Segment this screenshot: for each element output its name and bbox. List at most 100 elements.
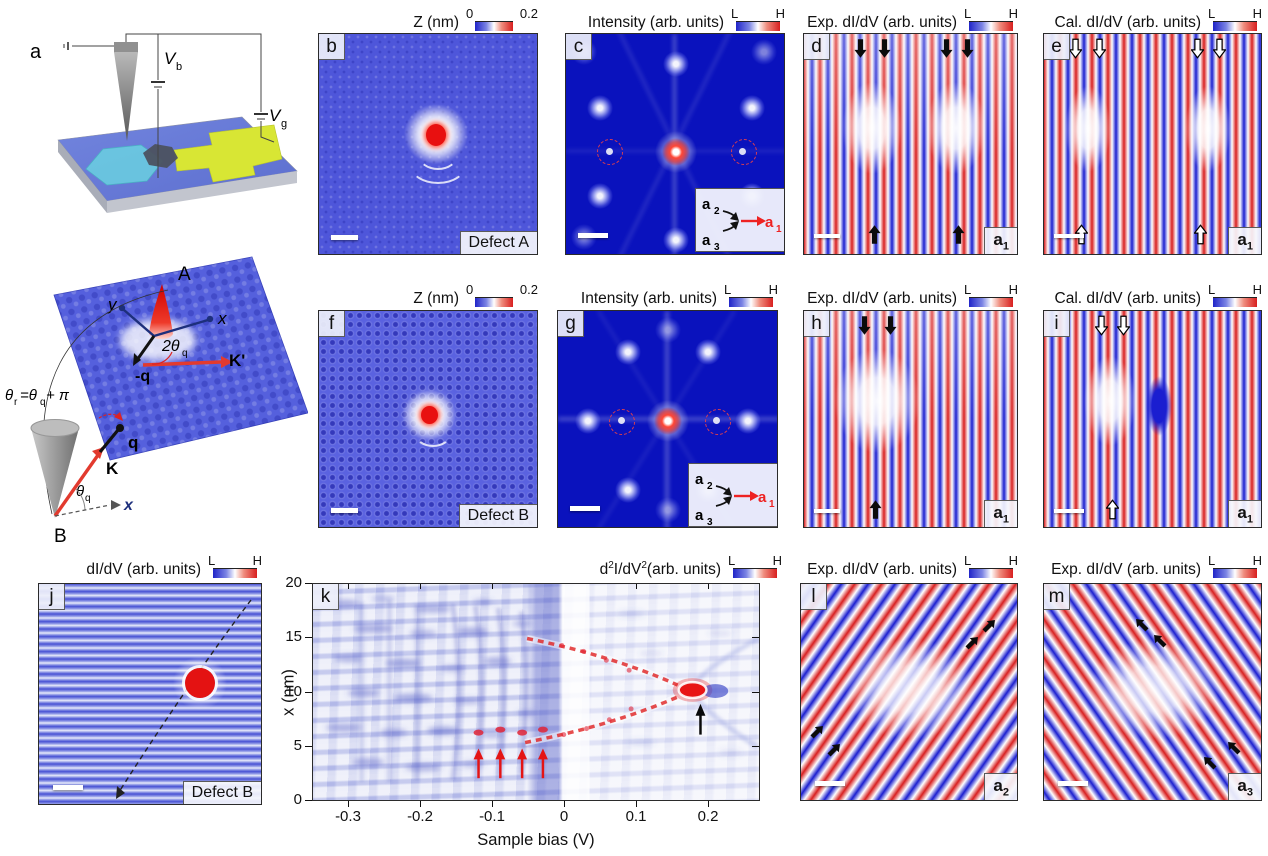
bragg-peak [739, 95, 765, 121]
q-vector: q [98, 412, 138, 454]
y-tick-label: 20 [285, 574, 302, 591]
panel-m-exp-didv-a3: m a3 [1043, 583, 1262, 801]
a3-label: a3 [1228, 772, 1261, 800]
theta-relation-label: θ r =θ q + π [5, 387, 70, 408]
nw-arrow-icon [1224, 738, 1244, 758]
bragg-peak [695, 339, 721, 365]
x-tick-top [708, 584, 709, 589]
svg-text:V: V [269, 106, 282, 125]
bragg-peak [575, 408, 601, 434]
a1-label: a1 [1228, 226, 1261, 254]
bragg-peak [587, 95, 613, 121]
bragg-peak [663, 51, 689, 77]
hollow-up-arrow-icon [1194, 224, 1207, 245]
peak-label: A [178, 264, 191, 285]
substrate-front-face [107, 171, 297, 213]
hollow-up-arrow-icon [1106, 499, 1119, 520]
lattice-vectors-inset: a 2 a 3 a 1 [688, 463, 777, 527]
panel-l-exp-didv-a2: l a2 [800, 583, 1018, 801]
tip-cone [30, 419, 80, 518]
dislocation-glow [1089, 639, 1219, 739]
trajectory-overlay [116, 599, 252, 799]
scale-bar [570, 506, 600, 511]
red-dashed-circle [731, 139, 757, 165]
fft-center-peak [654, 130, 698, 174]
a1-label: a1 [984, 226, 1017, 254]
two-theta-label: 2θ q [151, 338, 188, 365]
x-tick [492, 801, 493, 807]
x-tick-label: -0.3 [335, 808, 361, 825]
x-dashed-axis: x [54, 497, 134, 517]
phonon-v-feature [524, 635, 729, 746]
red-dashed-circle [597, 139, 623, 165]
panel-d-exp-didv-defect-a: d a1 [803, 33, 1018, 255]
x-tick-label: -0.2 [407, 808, 433, 825]
x-axis-label: Sample bias (V) [477, 831, 595, 849]
svg-text:2: 2 [714, 206, 720, 217]
hollow-down-arrow-icon [1093, 38, 1106, 59]
scale-bar [331, 508, 358, 513]
svg-text:a: a [695, 471, 704, 488]
lattice-vectors-inset: a 2 a 3 a 1 [695, 188, 784, 252]
svg-text:q: q [182, 348, 188, 359]
hollow-down-arrow-icon [1069, 38, 1082, 59]
x-tick-top [492, 584, 493, 589]
panel-f-topography-defect-b: f Defect B [318, 310, 538, 528]
panel-j-didv-map-defect-b: j Defect B [38, 583, 262, 805]
bragg-peak [587, 183, 613, 209]
scale-bar [815, 781, 845, 786]
panel-l-letter: l [801, 584, 827, 610]
b-point-label: B [54, 526, 67, 547]
ne-arrow-icon [808, 722, 828, 742]
svg-text:=θ: =θ [20, 387, 37, 404]
svg-text:1: 1 [769, 499, 775, 510]
y-tick [305, 800, 312, 801]
k-vector: K [53, 447, 119, 517]
panel-c-letter: c [566, 34, 592, 60]
svg-text:x: x [123, 497, 134, 514]
y-tick-right [752, 637, 759, 638]
hollow-down-arrow-icon [1095, 315, 1108, 336]
y-tick-right [752, 692, 759, 693]
scale-bar [1058, 781, 1088, 786]
a1-label: a1 [1228, 499, 1261, 527]
y-tick-label: 15 [285, 628, 302, 645]
ne-arrow-icon [980, 616, 1000, 636]
scale-bar [331, 235, 358, 240]
defect-b-label: Defect B [458, 504, 537, 527]
svg-text:θ: θ [5, 387, 13, 404]
bragg-peak [663, 227, 689, 253]
scale-bar [578, 233, 608, 238]
svg-text:a: a [702, 196, 711, 213]
panel-a-letter: a [30, 41, 42, 63]
wash [804, 34, 1017, 254]
panel-k-letter: k [313, 584, 339, 610]
red-up-arrow-icons [473, 748, 548, 779]
x-tick [636, 801, 637, 807]
header-z-b: Z (nm) 0 0.2 [413, 6, 538, 31]
svg-text:3: 3 [707, 517, 713, 527]
x-tick-label: 0.2 [697, 808, 719, 825]
battery-symbols [63, 42, 268, 120]
panel-g-letter: g [558, 311, 584, 337]
x-tick [708, 801, 709, 807]
svg-text:q: q [85, 493, 91, 504]
y-tick [305, 583, 312, 584]
hollow-down-arrow-icon [1191, 38, 1204, 59]
panel-e-letter: e [1044, 34, 1070, 60]
bias-voltage-label: V b [164, 49, 182, 73]
panel-h-letter: h [804, 311, 830, 337]
black-up-arrow-icon [695, 703, 706, 735]
